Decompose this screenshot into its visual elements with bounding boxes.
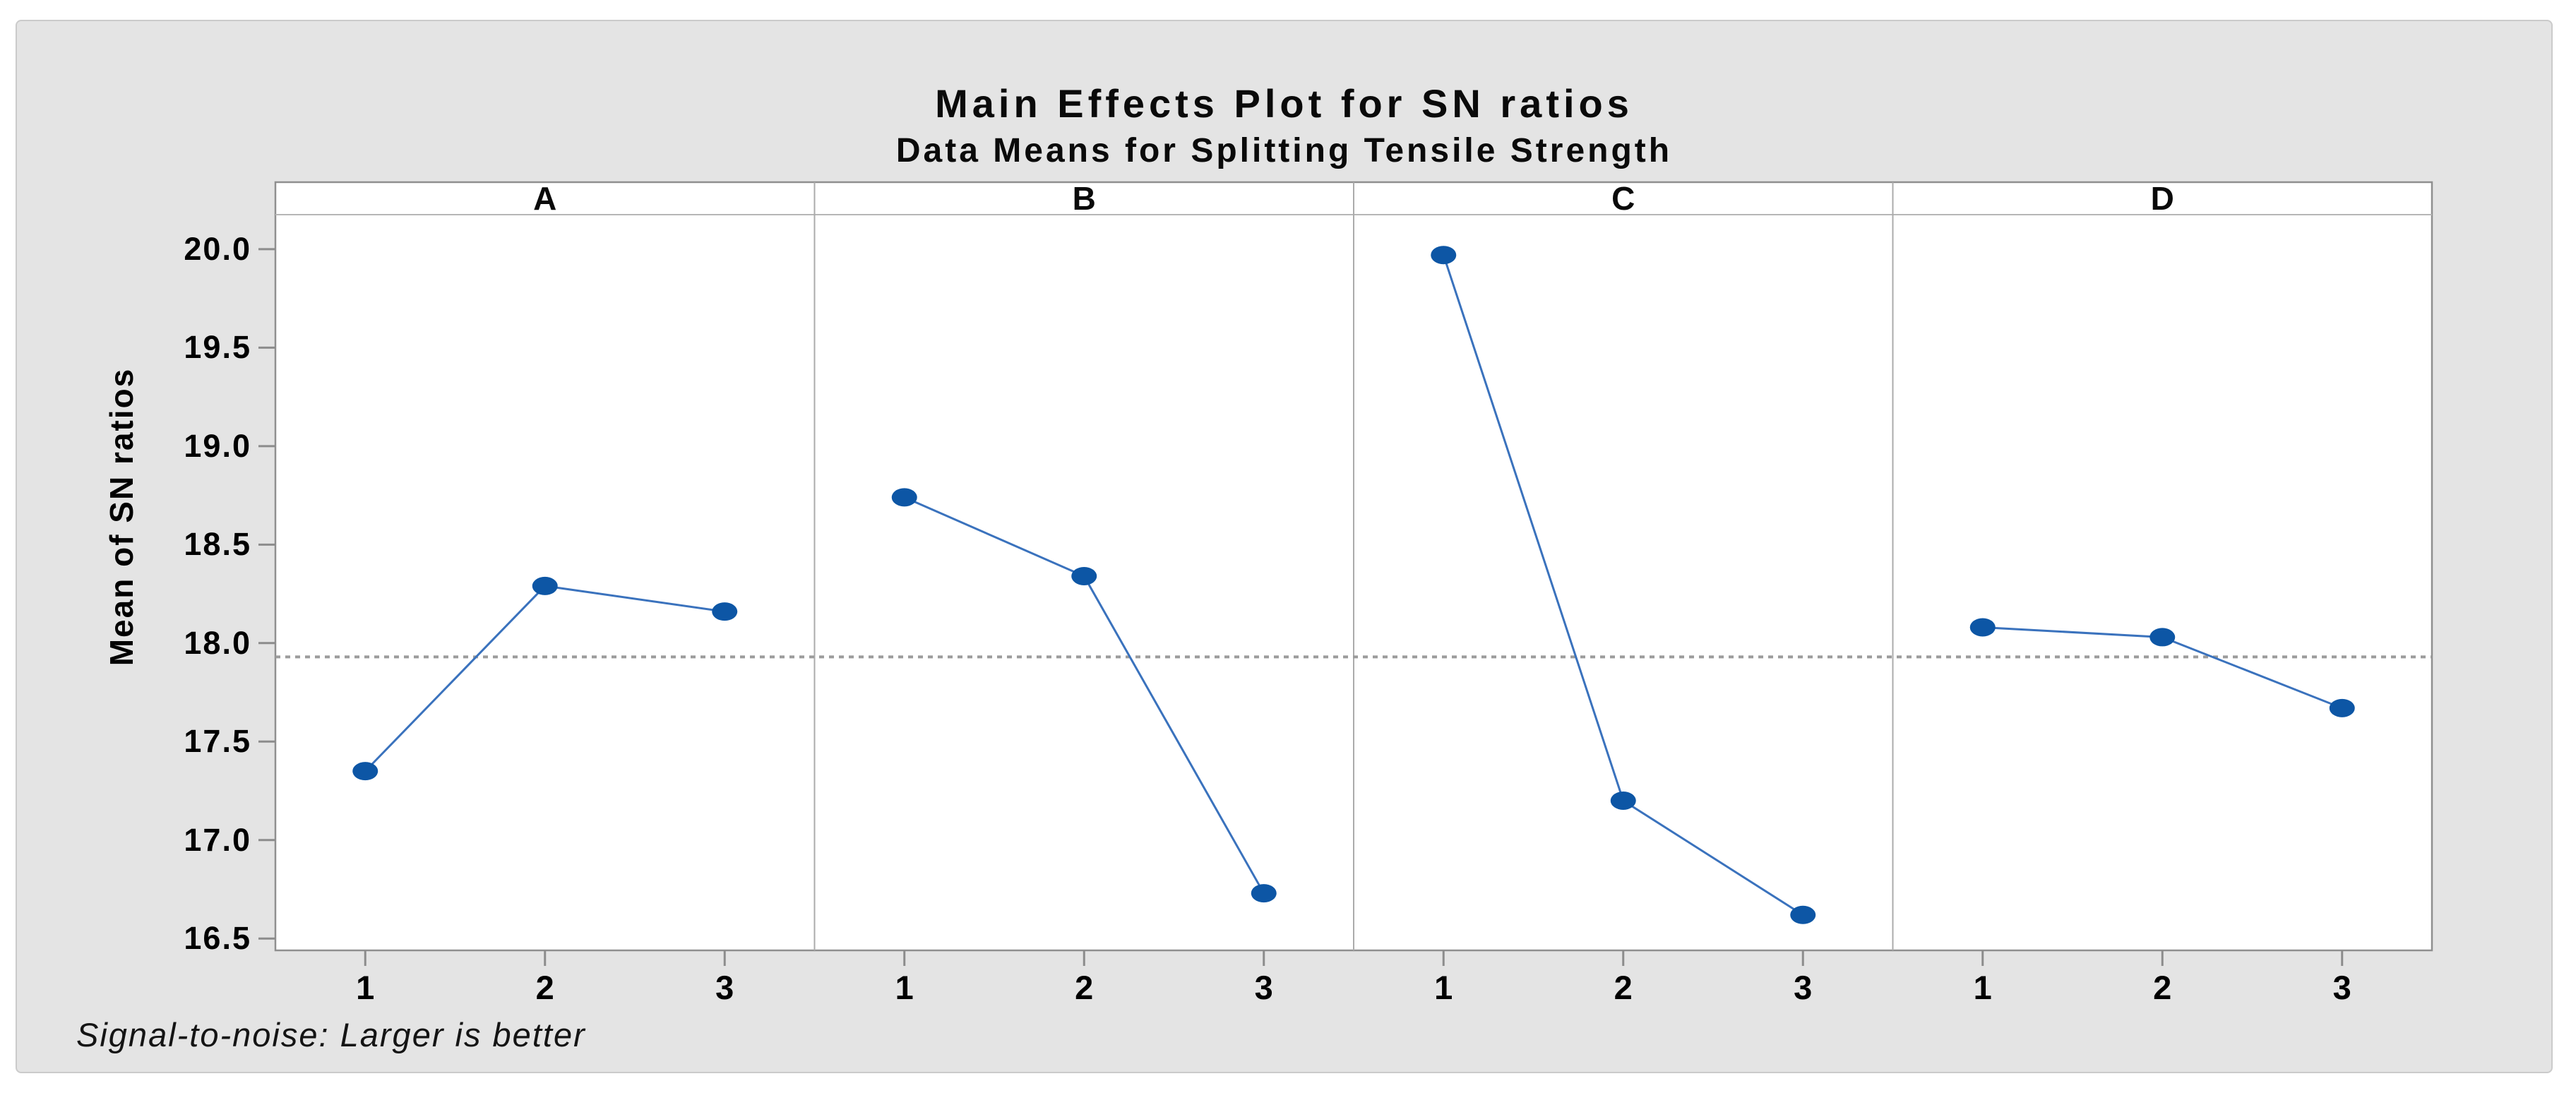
data-point: [2329, 698, 2355, 717]
panel-label: D: [2150, 180, 2174, 217]
data-point: [352, 762, 378, 781]
data-point: [1071, 566, 1097, 585]
data-point: [1610, 791, 1636, 810]
data-point: [1790, 905, 1816, 924]
x-tick-label: 1: [1434, 969, 1453, 1006]
x-tick-label: 1: [356, 969, 375, 1006]
panel-label: C: [1611, 180, 1635, 217]
y-tick-label: 18.0: [184, 624, 251, 661]
y-tick-label: 18.5: [184, 526, 251, 563]
x-tick-label: 2: [1075, 969, 1094, 1006]
y-tick-label: 19.0: [184, 427, 251, 464]
y-tick-label: 16.5: [184, 920, 251, 957]
x-tick-label: 1: [1973, 969, 1992, 1006]
y-tick-label: 17.5: [184, 723, 251, 760]
y-tick-label: 20.0: [184, 230, 251, 267]
x-tick-label: 1: [895, 969, 914, 1006]
chart-title: Main Effects Plot for SN ratios: [935, 81, 1633, 126]
data-point: [1431, 246, 1457, 265]
footnote-text: Signal-to-noise: Larger is better: [76, 1016, 586, 1053]
x-tick-label: 2: [2153, 969, 2172, 1006]
x-tick-label: 3: [1794, 969, 1813, 1006]
x-tick-label: 2: [535, 969, 554, 1006]
panel-label: A: [533, 180, 557, 217]
y-tick-label: 17.0: [184, 821, 251, 858]
y-axis-title: Mean of SN ratios: [103, 367, 140, 667]
data-point: [1251, 884, 1277, 903]
x-tick-label: 3: [2332, 969, 2351, 1006]
x-tick-label: 3: [715, 969, 734, 1006]
data-point: [891, 488, 917, 507]
x-tick-label: 2: [1614, 969, 1633, 1006]
y-tick-label: 19.5: [184, 329, 251, 366]
data-point: [2149, 628, 2176, 647]
data-point: [712, 602, 738, 621]
x-tick-label: 3: [1254, 969, 1273, 1006]
data-point: [1969, 618, 1996, 637]
data-point: [532, 576, 558, 595]
panel-label: B: [1072, 180, 1096, 217]
chart-subtitle: Data Means for Splitting Tensile Strengt…: [895, 132, 1673, 169]
